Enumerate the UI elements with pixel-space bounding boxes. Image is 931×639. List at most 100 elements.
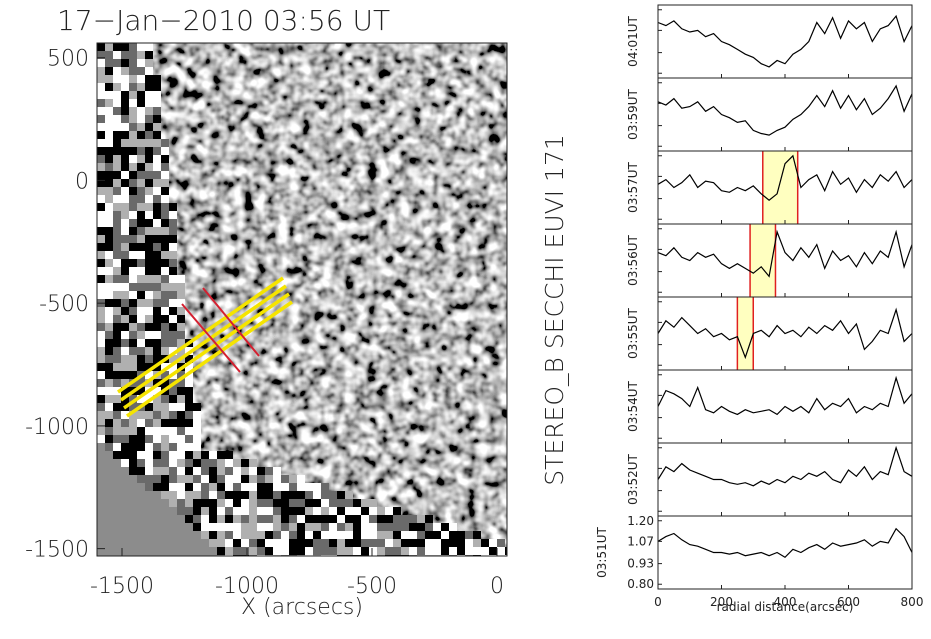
noise-block: [497, 539, 505, 547]
noise-block: [129, 355, 137, 363]
noise-block: [145, 99, 153, 107]
noise-block: [281, 515, 289, 523]
noise-block: [153, 339, 161, 347]
noise-block: [209, 499, 217, 507]
limb: [177, 531, 185, 539]
noise-block: [225, 483, 233, 491]
noise-block: [129, 443, 137, 451]
noise-block: [121, 387, 129, 395]
noise-block: [145, 139, 153, 147]
noise-block: [129, 99, 137, 107]
noise-block: [425, 531, 433, 539]
noise-block: [113, 203, 121, 211]
noise-block: [209, 523, 217, 531]
noise-block: [169, 475, 177, 483]
noise-block: [337, 515, 345, 523]
noise-block: [153, 267, 161, 275]
noise-block: [265, 531, 273, 539]
noise-block: [121, 195, 129, 203]
noise-block: [113, 83, 121, 91]
noise-block: [113, 67, 121, 75]
noise-block: [225, 523, 233, 531]
noise-block: [161, 331, 169, 339]
noise-block: [97, 171, 105, 179]
noise-block: [113, 315, 121, 323]
noise-block: [145, 179, 153, 187]
limb: [105, 523, 113, 531]
noise-block: [161, 179, 169, 187]
noise-block: [217, 491, 225, 499]
noise-block: [129, 163, 137, 171]
x-tick-label: -1500: [90, 574, 154, 599]
noise-block: [169, 491, 177, 499]
noise-block: [473, 547, 481, 555]
noise-block: [305, 483, 313, 491]
noise-block: [465, 547, 473, 555]
limb: [121, 531, 129, 539]
noise-block: [209, 507, 217, 515]
noise-block: [153, 227, 161, 235]
limb: [161, 531, 169, 539]
noise-block: [137, 195, 145, 203]
noise-block: [257, 539, 265, 547]
noise-block: [241, 467, 249, 475]
noise-block: [105, 427, 113, 435]
noise-block: [433, 539, 441, 547]
limb: [121, 475, 129, 483]
noise-block: [121, 99, 129, 107]
noise-block: [217, 499, 225, 507]
noise-block: [97, 323, 105, 331]
noise-block: [305, 531, 313, 539]
noise-block: [153, 283, 161, 291]
x-tick-label: 800: [901, 595, 924, 609]
noise-block: [137, 347, 145, 355]
noise-block: [177, 379, 185, 387]
noise-block: [113, 51, 121, 59]
panel-frame: [657, 442, 913, 517]
noise-block: [321, 483, 329, 491]
limb: [121, 491, 129, 499]
noise-block: [297, 483, 305, 491]
noise-block: [113, 147, 121, 155]
noise-block: [193, 411, 201, 419]
noise-block: [249, 507, 257, 515]
noise-block: [321, 523, 329, 531]
noise-block: [289, 475, 297, 483]
noise-block: [105, 267, 113, 275]
noise-block: [185, 419, 193, 427]
noise-block: [121, 131, 129, 139]
noise-block: [177, 275, 185, 283]
limb: [113, 467, 121, 475]
x-tick-label: 0: [490, 574, 504, 599]
noise-block: [497, 547, 505, 555]
noise-block: [105, 67, 113, 75]
noise-block: [105, 251, 113, 259]
noise-block: [201, 467, 209, 475]
noise-block: [201, 451, 209, 459]
noise-block: [129, 171, 137, 179]
noise-block: [377, 531, 385, 539]
noise-block: [97, 387, 105, 395]
noise-block: [273, 531, 281, 539]
noise-block: [321, 515, 329, 523]
noise-block: [297, 539, 305, 547]
noise-block: [273, 499, 281, 507]
noise-block: [137, 315, 145, 323]
noise-block: [169, 259, 177, 267]
noise-block: [177, 299, 185, 307]
noise-block: [121, 243, 129, 251]
noise-block: [137, 411, 145, 419]
noise-block: [105, 235, 113, 243]
limb: [137, 547, 145, 555]
limb: [169, 523, 177, 531]
noise-block: [145, 403, 153, 411]
noise-block: [105, 107, 113, 115]
noise-block: [401, 515, 409, 523]
noise-block: [97, 291, 105, 299]
limb: [185, 539, 193, 547]
noise-block: [177, 491, 185, 499]
noise-block: [137, 59, 145, 67]
noise-block: [233, 547, 241, 555]
highlight-band: [762, 151, 798, 224]
noise-block: [449, 531, 457, 539]
